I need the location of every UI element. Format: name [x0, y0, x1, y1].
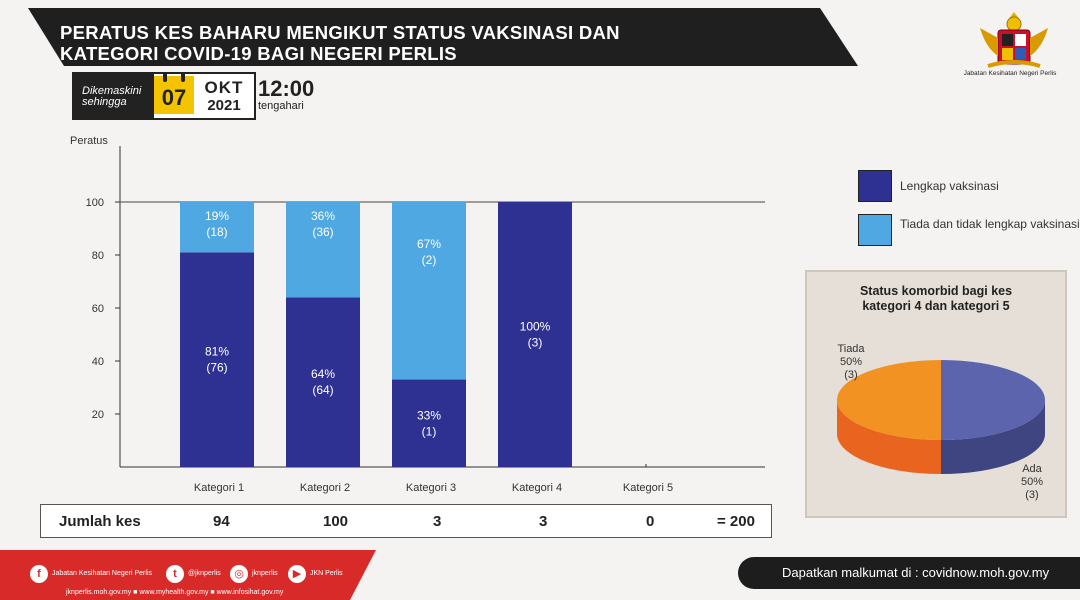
bar-pct-label: 64%	[311, 367, 335, 381]
bar-pct-label: 19%	[205, 209, 229, 223]
bar-pct-label: 36%	[311, 209, 335, 223]
bar-vaccinated-kategori-3	[392, 379, 466, 467]
bar-pct-label: 81%	[205, 345, 229, 359]
total-kategori-4: 3	[539, 513, 548, 530]
y-tick-label-80: 80	[92, 250, 104, 262]
legend-label-vaccinated: Lengkap vaksinasi	[900, 179, 999, 193]
title-line-2: KATEGORI COVID-19 BAGI NEGERI PERLIS	[60, 43, 457, 64]
bar-count-label: (64)	[312, 383, 333, 397]
bar-unvaccinated-kategori-1	[180, 202, 254, 253]
bar-count-label: (76)	[206, 361, 227, 375]
pie-label-tiada-name: Tiada	[837, 343, 865, 355]
legend-item-vaccinated: Lengkap vaksinasi	[858, 170, 1058, 202]
comorbid-panel: Status komorbid bagi kes kategori 4 dan …	[805, 270, 1067, 518]
pie-label-ada-pct: 50%	[1021, 476, 1043, 488]
stacked-bar-chart: Peratus 20 40 60 80 100 81% (76) 19% (18) Kategori…	[70, 135, 765, 494]
totals-label: Jumlah kes	[59, 513, 141, 530]
update-time-sub: tengahari	[258, 100, 304, 112]
bar-pct-label: 100%	[520, 320, 551, 334]
legend-item-unvaccinated: Tiada dan tidak lengkap vaksinasi	[858, 214, 1080, 246]
chart-legend: Lengkap vaksinasi Tiada dan tidak lengka…	[858, 170, 1080, 246]
instagram-icon: ◎	[230, 565, 248, 583]
pie-label-ada-count: (3)	[1025, 489, 1038, 501]
pie-slice-tiada	[837, 360, 941, 440]
total-kategori-2: 100	[323, 513, 349, 530]
bar-vaccinated-kategori-1	[180, 252, 254, 467]
facebook-icon: f	[30, 565, 48, 583]
pie-label-tiada-count: (3)	[844, 369, 857, 381]
pie-slice-ada	[941, 360, 1045, 440]
update-label: Dikemaskini sehingga	[82, 85, 142, 108]
title-banner-shape	[28, 8, 858, 66]
bar-pct-label: 67%	[417, 237, 441, 251]
total-kategori-3: 3	[433, 513, 442, 530]
grand-total: = 200	[717, 513, 755, 530]
calendar-month-year: OKT 2021	[198, 76, 250, 114]
legend-swatch-unvaccinated	[858, 214, 892, 246]
bar-count-label: (3)	[528, 336, 543, 350]
y-axis-label: Peratus	[70, 135, 108, 147]
bar-unvaccinated-kategori-3	[392, 202, 466, 380]
y-tick-label-40: 40	[92, 356, 104, 368]
footer-info-bar: Dapatkan malkumat di : covidnow.moh.gov.…	[738, 557, 1080, 589]
total-kategori-5: 0	[646, 513, 655, 530]
update-day: 07	[161, 85, 187, 110]
legend-swatch-vaccinated	[858, 170, 892, 202]
bar-vaccinated-kategori-4	[498, 202, 572, 467]
update-month: OKT	[204, 78, 244, 97]
department-label: Jabatan Kesihatan Negeri Perlis	[963, 70, 1057, 77]
x-tick-label-kategori-4: Kategori 4	[512, 482, 562, 494]
bar-count-label: (36)	[312, 225, 333, 239]
title-banner: PERATUS KES BAHARU MENGIKUT STATUS VAKSI…	[0, 8, 860, 66]
bar-pct-label: 33%	[417, 408, 441, 422]
pie-side-tiada	[837, 400, 941, 474]
page-title: PERATUS KES BAHARU MENGIKUT STATUS VAKSI…	[60, 22, 620, 64]
totals-row: Jumlah kes 94 100 3 3 0 = 200	[40, 504, 772, 538]
x-tick-label-kategori-1: Kategori 1	[194, 482, 244, 494]
pie-title: Status komorbid bagi kes kategori 4 dan …	[859, 284, 1013, 313]
footer-websites[interactable]: jknperlis.moh.gov.my ■ www.myhealth.gov.…	[66, 589, 284, 596]
pie-side-ada	[941, 400, 1045, 474]
x-tick-label-kategori-3: Kategori 3	[406, 482, 456, 494]
y-tick-label-20: 20	[92, 409, 104, 421]
pie-label-ada-name: Ada	[1022, 463, 1042, 475]
pie-label-tiada-pct: 50%	[840, 356, 862, 368]
bar-count-label: (18)	[206, 225, 227, 239]
youtube-icon: ▶	[288, 565, 306, 583]
bar-vaccinated-kategori-2	[286, 297, 360, 467]
update-year: 2021	[207, 97, 241, 114]
x-tick-label-kategori-5: Kategori 5	[623, 482, 673, 494]
title-line-1: PERATUS KES BAHARU MENGIKUT STATUS VAKSI…	[60, 22, 620, 43]
crest-icon	[964, 8, 1064, 80]
bar-count-label: (2)	[422, 253, 437, 267]
twitter-icon: t	[166, 565, 184, 583]
footer-info-text[interactable]: Dapatkan malkumat di : covidnow.moh.gov.…	[782, 565, 1050, 580]
legend-label-unvaccinated: Tiada dan tidak lengkap vaksinasi	[900, 217, 1080, 231]
y-tick-label-60: 60	[92, 303, 104, 315]
bar-unvaccinated-kategori-2	[286, 202, 360, 298]
total-kategori-1: 94	[213, 513, 230, 530]
y-tick-label-100: 100	[86, 197, 104, 209]
footer-red-band	[0, 550, 376, 600]
update-time: 12:00	[258, 76, 315, 101]
update-date-box: Dikemaskini sehingga 07 OKT 2021	[72, 72, 256, 120]
x-tick-label-kategori-2: Kategori 2	[300, 482, 350, 494]
calendar-day: 07	[154, 72, 194, 114]
bar-count-label: (1)	[422, 424, 437, 438]
